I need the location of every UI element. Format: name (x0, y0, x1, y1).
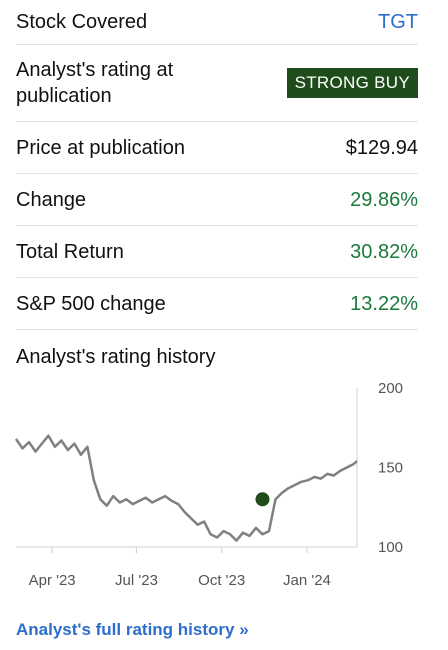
x-tick-label: Jul '23 (115, 572, 158, 589)
price-label: Price at publication (16, 136, 185, 159)
sp500-value: 13.22% (350, 292, 418, 315)
sp500-row: S&P 500 change 13.22% (16, 278, 418, 330)
price-row: Price at publication $129.94 (16, 122, 418, 174)
y-tick-label: 200 (378, 380, 403, 397)
price-series-line (14, 434, 358, 542)
rating-at-publication-label: Analyst's rating at publication (16, 59, 174, 107)
y-tick-label: 100 (378, 539, 403, 556)
sp500-label: S&P 500 change (16, 292, 166, 315)
change-row: Change 29.86% (16, 174, 418, 226)
y-tick-label: 150 (378, 460, 403, 477)
rating-history-chart: 200 150 100 Apr '23 Jul '23 Oct '23 Jan '24 (14, 380, 403, 589)
x-tick-label: Apr '23 (29, 572, 76, 589)
full-rating-history-link[interactable]: Analyst's full rating history » (16, 620, 249, 639)
change-label: Change (16, 188, 87, 211)
stock-covered-label: Stock Covered (16, 11, 148, 33)
x-tick-label: Jan '24 (283, 572, 331, 589)
total-return-row: Total Return 30.82% (16, 226, 418, 278)
stock-covered-row: Stock Covered TGT (16, 0, 418, 45)
stock-ticker-link[interactable]: TGT (378, 11, 418, 33)
change-value: 29.86% (350, 188, 418, 211)
total-return-label: Total Return (16, 240, 124, 263)
price-value: $129.94 (345, 136, 418, 159)
rating-marker (255, 492, 270, 507)
rating-at-publication-row: Analyst's rating at publication STRONG B… (16, 45, 418, 122)
rating-badge: STRONG BUY (286, 68, 418, 98)
rating-history-title: Analyst's rating history (16, 346, 216, 368)
x-tick-label: Oct '23 (198, 572, 245, 589)
total-return-value: 30.82% (350, 240, 418, 263)
